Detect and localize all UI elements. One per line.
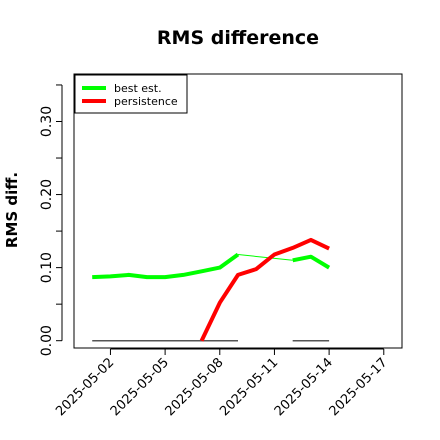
series-line-persistence	[199, 237, 330, 342]
chart-title: RMS difference	[157, 27, 319, 49]
series-line-best-est	[292, 254, 331, 270]
y-tick-label: 0.10	[39, 252, 55, 283]
x-tick-label: 2025-05-17	[327, 355, 391, 419]
legend-box	[74, 74, 188, 114]
y-tick-label: 0.20	[39, 179, 55, 210]
series-lines	[92, 237, 331, 342]
x-axis: 2025-05-022025-05-052025-05-082025-05-11…	[53, 348, 391, 419]
y-tick-label: 0.00	[39, 325, 55, 356]
series-line-best-est	[92, 252, 240, 280]
y-tick-label: 0.30	[39, 106, 55, 137]
y-axis-label: RMS diff.	[3, 172, 21, 248]
legend: best est.persistence	[74, 74, 188, 114]
legend-label: best est.	[114, 82, 162, 95]
y-axis: 0.00 0.10 0.20 0.30	[39, 84, 63, 356]
plot-frame	[73, 73, 403, 349]
series-line-best-est	[237, 254, 293, 261]
legend-label: persistence	[114, 95, 178, 108]
